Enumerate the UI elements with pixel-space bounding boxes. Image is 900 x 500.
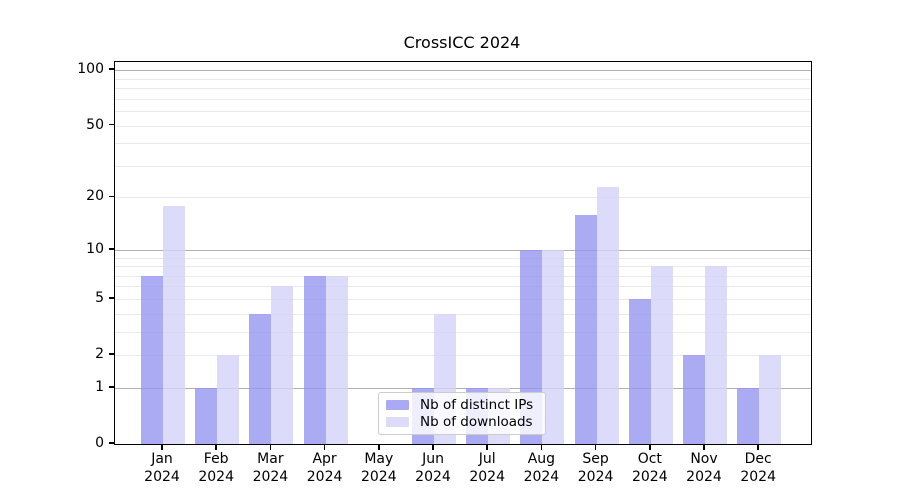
bar-distinct-ips-sep <box>574 214 597 444</box>
bar-distinct-ips-oct <box>628 298 651 444</box>
x-tick-mark-feb <box>215 444 217 450</box>
bar-distinct-ips-apr <box>303 275 326 444</box>
chart-title: CrossICC 2024 <box>403 33 521 52</box>
legend-swatch-downloads <box>386 417 409 428</box>
x-tick-mark-apr <box>323 444 326 450</box>
bar-downloads-sep <box>596 186 619 444</box>
gridline-minor-5 <box>115 298 811 300</box>
legend: Nb of distinct IPs Nb of downloads <box>378 392 546 435</box>
gridline-minor-40 <box>115 143 811 145</box>
legend-label-distinct-ips: Nb of distinct IPs <box>420 396 534 413</box>
legend-swatch-distinct-ips <box>386 399 409 410</box>
y-tick-mark-20 <box>109 195 114 198</box>
gridline-minor-7 <box>115 275 811 277</box>
x-tick-mark-oct <box>649 444 651 450</box>
legend-label-downloads: Nb of downloads <box>420 414 533 431</box>
x-tick-label-jun: Jun 2024 <box>415 451 451 485</box>
x-tick-label-aug: Aug 2024 <box>523 451 560 485</box>
y-tick-mark-10 <box>109 247 114 250</box>
x-tick-mark-aug <box>540 444 543 450</box>
gridline-minor-50 <box>115 125 811 127</box>
y-tick-mark-5 <box>109 297 114 299</box>
gridline-minor-4 <box>115 313 811 315</box>
gridline-minor-70 <box>115 98 811 100</box>
gridline-minor-90 <box>115 78 811 80</box>
x-tick-mark-jun <box>432 444 434 450</box>
x-tick-mark-nov <box>703 444 705 450</box>
bar-downloads-dec <box>759 355 782 444</box>
x-tick-mark-sep <box>594 444 597 450</box>
y-tick-mark-50 <box>109 123 114 126</box>
x-tick-label-dec: Dec 2024 <box>740 451 776 485</box>
y-tick-mark-1 <box>109 386 114 388</box>
x-tick-label-nov: Nov 2024 <box>686 451 722 485</box>
gridline-major-10 <box>115 249 811 251</box>
gridline-minor-20 <box>115 197 811 199</box>
bar-downloads-oct <box>650 266 673 444</box>
gridline-minor-8 <box>115 266 811 268</box>
x-tick-label-sep: Sep 2024 <box>577 451 614 485</box>
x-tick-label-oct: Oct 2024 <box>631 451 668 485</box>
gridline-minor-60 <box>115 111 811 113</box>
x-tick-mark-jul <box>486 444 488 450</box>
x-tick-label-mar: Mar 2024 <box>252 451 289 485</box>
x-tick-label-jul: Jul 2024 <box>469 451 505 485</box>
bar-downloads-aug <box>542 249 565 444</box>
bar-distinct-ips-feb <box>195 387 218 444</box>
legend-item-downloads: Nb of downloads <box>386 414 538 432</box>
y-tick-label-0: 0 <box>95 435 104 451</box>
bar-distinct-ips-jan <box>141 275 163 444</box>
y-tick-mark-0 <box>109 442 114 444</box>
bar-downloads-nov <box>705 266 727 444</box>
bar-distinct-ips-dec <box>737 387 760 444</box>
x-tick-mark-mar <box>269 444 272 450</box>
plot-area <box>114 61 812 445</box>
y-tick-label-2: 2 <box>95 346 104 363</box>
bar-downloads-mar <box>271 286 294 444</box>
gridline-minor-3 <box>115 331 811 333</box>
x-tick-label-jan: Jan 2024 <box>144 451 180 485</box>
bar-distinct-ips-nov <box>683 355 705 444</box>
bar-downloads-jan <box>163 205 185 444</box>
x-tick-label-may: May 2024 <box>360 451 397 485</box>
gridline-minor-9 <box>115 257 811 259</box>
gridline-minor-30 <box>115 165 811 167</box>
y-tick-label-10: 10 <box>86 240 104 257</box>
y-tick-label-1: 1 <box>95 378 104 395</box>
y-tick-label-20: 20 <box>86 188 104 205</box>
x-tick-mark-may <box>378 444 380 450</box>
gridline-minor-6 <box>115 286 811 288</box>
x-tick-label-apr: Apr 2024 <box>306 451 343 485</box>
gridline-minor-80 <box>115 88 811 90</box>
y-tick-mark-2 <box>109 353 114 355</box>
x-tick-mark-jan <box>161 444 163 450</box>
bar-distinct-ips-mar <box>249 313 272 444</box>
x-tick-label-feb: Feb 2024 <box>198 451 234 485</box>
x-tick-mark-dec <box>757 444 759 450</box>
gridline-minor-2 <box>115 355 811 357</box>
y-tick-label-5: 5 <box>95 289 104 306</box>
legend-item-distinct-ips: Nb of distinct IPs <box>386 396 538 414</box>
gridline-major-1 <box>115 387 811 389</box>
y-tick-label-50: 50 <box>86 116 104 133</box>
y-tick-label-100: 100 <box>77 61 104 78</box>
gridline-major-100 <box>115 70 811 72</box>
bar-downloads-apr <box>325 275 348 444</box>
bar-downloads-feb <box>217 355 240 444</box>
y-tick-mark-100 <box>109 68 114 70</box>
